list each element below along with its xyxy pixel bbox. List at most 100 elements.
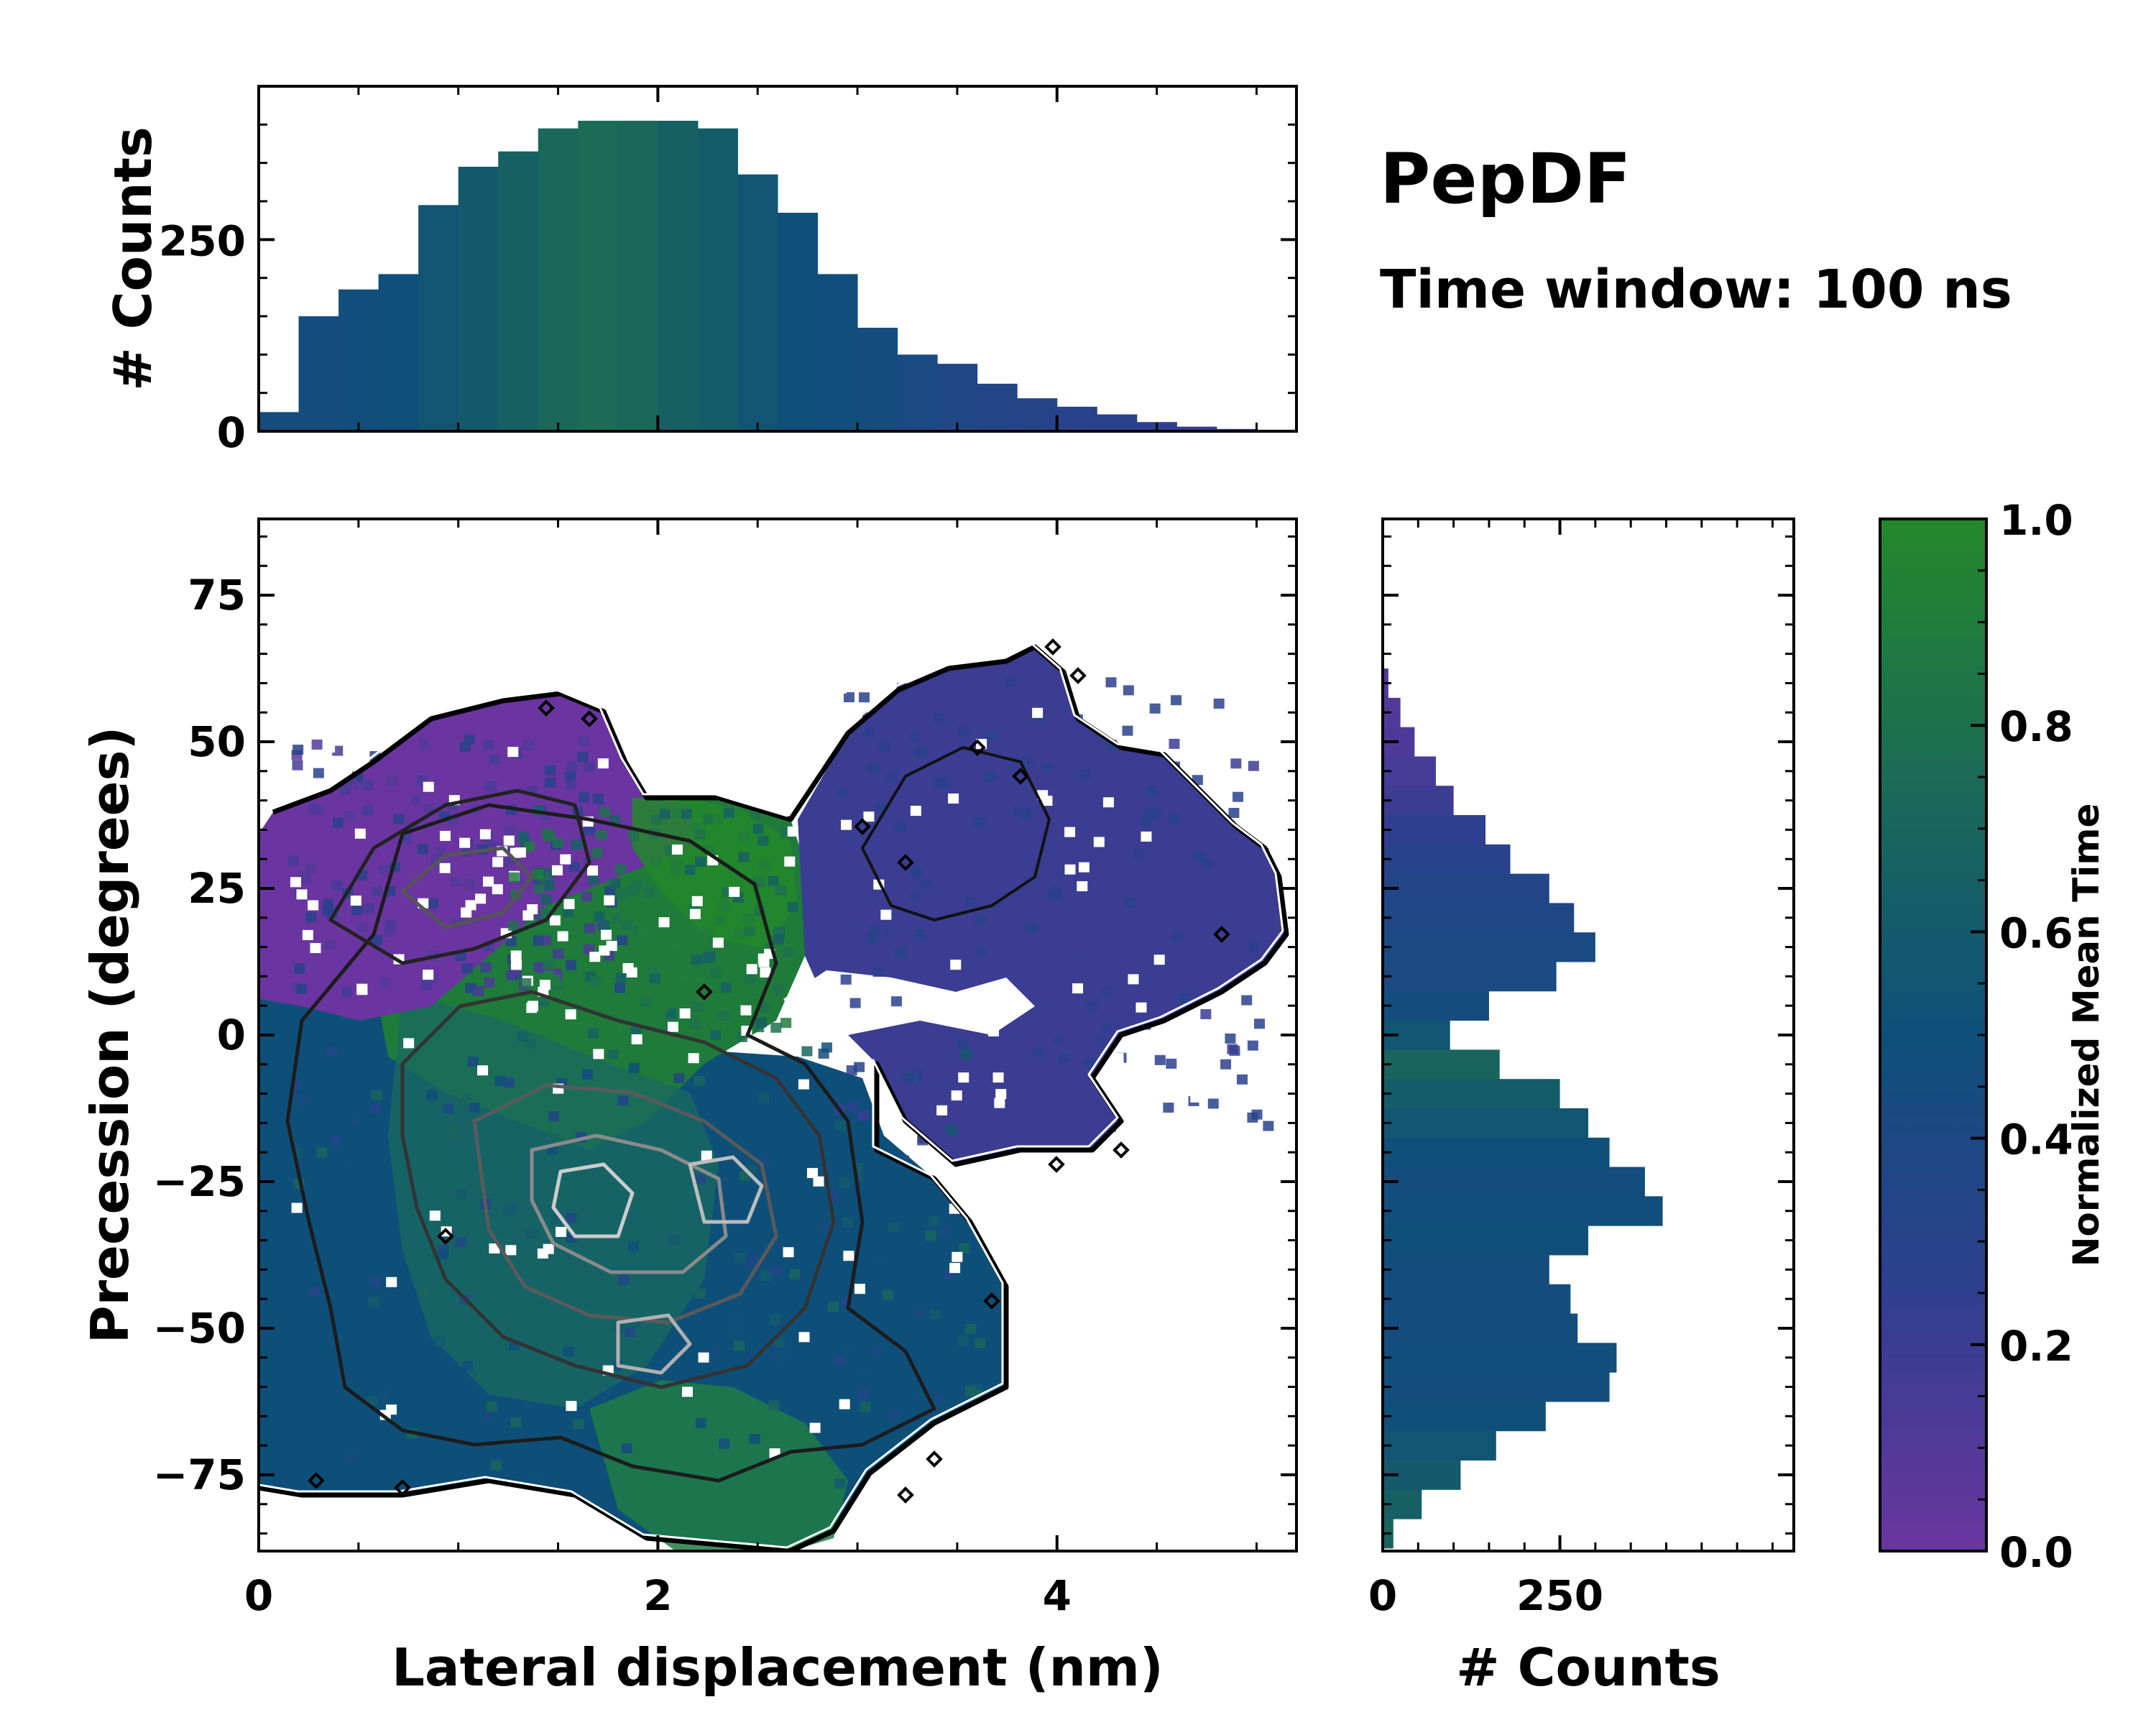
heat-empty-cell: [302, 929, 313, 940]
heat-cell: [491, 1460, 502, 1471]
heat-cell: [964, 1386, 976, 1397]
heat-cell: [316, 1147, 328, 1158]
heat-cell: [928, 1216, 939, 1227]
colorbar-tick-label: 0.0: [1999, 1528, 2073, 1577]
heat-cell: [1063, 975, 1074, 986]
heat-cell: [894, 947, 906, 958]
heat-empty-cell: [631, 1034, 642, 1045]
right-xtick-label: 0: [1368, 1571, 1397, 1620]
heat-empty-cell: [507, 747, 519, 758]
heat-empty-cell: [439, 862, 451, 873]
heat-empty-cell: [712, 937, 724, 948]
heat-empty-cell: [489, 1243, 500, 1254]
heat-cell: [768, 1400, 780, 1411]
heat-cell: [609, 814, 621, 825]
heat-cell: [367, 1395, 378, 1406]
contour-island: [897, 854, 914, 871]
heat-cell: [305, 912, 317, 923]
heat-cell: [1172, 931, 1184, 942]
heat-empty-cell: [543, 1243, 554, 1254]
heat-cell: [718, 1011, 729, 1021]
heat-cell: [576, 960, 588, 971]
heat-cell: [936, 1081, 948, 1092]
heat-cell: [1247, 1112, 1258, 1123]
heat-empty-cell: [987, 1026, 999, 1036]
heat-cell: [890, 996, 902, 1007]
heat-cell: [914, 929, 926, 939]
main-xtick-label: 0: [244, 1571, 273, 1620]
colorbar-tick-label: 0.4: [1999, 1116, 2073, 1164]
heat-cell: [694, 1174, 706, 1184]
contour-island: [1112, 1141, 1130, 1159]
heat-cell: [494, 1075, 506, 1086]
top-histogram-bar: [578, 121, 619, 431]
heat-cell: [520, 978, 532, 988]
heat-empty-cell: [758, 957, 770, 967]
heat-empty-cell: [560, 854, 571, 865]
heat-empty-cell: [291, 1202, 303, 1213]
heat-cell: [958, 725, 969, 736]
contour-outer-boundary-halo: [259, 642, 1284, 1549]
heat-cell: [770, 1022, 782, 1033]
heat-empty-cell: [1176, 1041, 1188, 1052]
top-ytick-label: 0: [217, 408, 246, 457]
heat-empty-cell: [1112, 1053, 1124, 1064]
heat-empty-cell: [599, 945, 610, 956]
top-histogram-frame: [257, 85, 1298, 433]
heat-cell: [742, 914, 754, 924]
heat-cell: [909, 891, 921, 901]
heat-cell: [848, 1101, 860, 1112]
right-histogram-bar: [1383, 990, 1489, 1021]
heat-cell: [975, 947, 987, 958]
heat-cell: [573, 1419, 584, 1430]
heat-empty-cell: [1184, 1033, 1195, 1044]
heat-empty-cell: [510, 950, 522, 961]
right-histogram-bar: [1383, 844, 1511, 875]
heat-cell: [469, 1102, 480, 1113]
heat-cell: [532, 869, 543, 880]
heat-empty-cell: [386, 1276, 397, 1287]
heat-cell: [834, 1478, 846, 1489]
heat-cell: [659, 809, 671, 819]
heat-cell: [669, 1235, 681, 1246]
heat-cell: [709, 1030, 721, 1041]
heat-cell: [578, 736, 589, 747]
heat-empty-cell: [439, 830, 451, 841]
contour-island: [437, 1228, 454, 1245]
heat-empty-cell: [423, 970, 434, 980]
colorbar-gradient: [1879, 518, 1988, 1552]
heat-cell: [591, 847, 603, 858]
heat-empty-cell: [689, 908, 701, 919]
heat-cell: [728, 1312, 740, 1323]
heat-cell: [483, 1411, 494, 1422]
heat-cell: [309, 1285, 321, 1296]
top-histogram: 0 250 # Counts: [103, 85, 1298, 457]
top-histogram-bar: [697, 128, 738, 431]
heat-cell: [1263, 1121, 1274, 1131]
heat-cell: [1020, 937, 1031, 948]
heat-empty-cell: [587, 865, 599, 876]
heat-cell: [695, 1418, 706, 1429]
heat-cell: [544, 765, 556, 776]
contour-island: [969, 739, 986, 756]
heat-cell: [908, 732, 920, 742]
top-histogram-ylabel: # Counts: [103, 126, 163, 391]
heat-cell: [693, 973, 704, 984]
heat-cell: [858, 1364, 870, 1375]
heat-cell: [801, 1046, 813, 1057]
top-histogram-bar: [857, 328, 898, 431]
heat-cell: [456, 1188, 467, 1199]
heat-empty-cell: [682, 1386, 694, 1397]
heat-empty-cell: [505, 1245, 517, 1256]
right-histogram-xlabel: # Counts: [1456, 1637, 1720, 1698]
top-histogram-bar: [538, 128, 579, 431]
heat-cell: [369, 1276, 380, 1287]
heat-cell: [393, 814, 405, 824]
heat-cell: [1225, 1033, 1236, 1044]
heat-cell: [986, 730, 998, 741]
heat-empty-cell: [1153, 954, 1165, 965]
heat-cell: [957, 1335, 969, 1346]
heat-empty-cell: [557, 931, 568, 942]
heat-empty-cell: [1258, 826, 1270, 837]
heat-cell: [296, 1095, 308, 1106]
